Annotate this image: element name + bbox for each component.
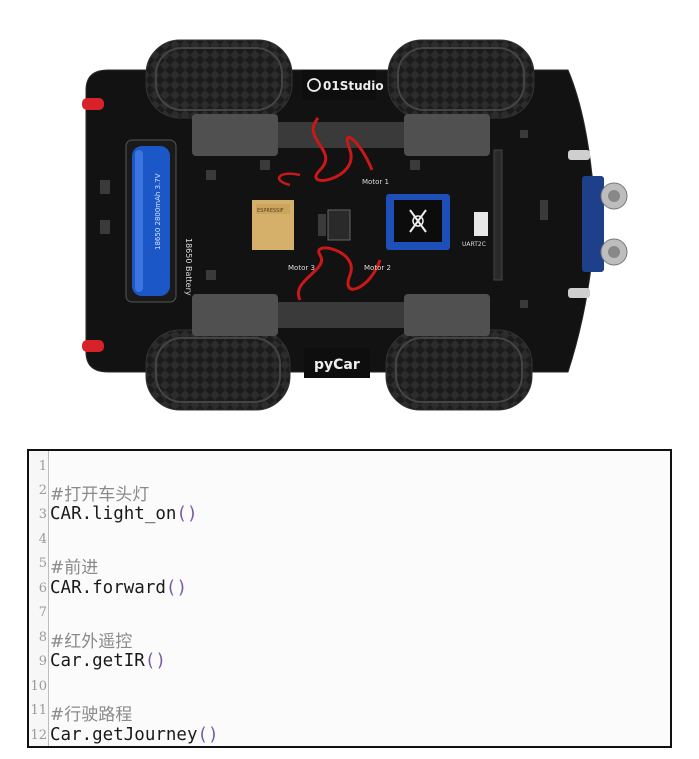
motor-rear-left <box>192 294 278 336</box>
motor-front-right <box>404 114 490 156</box>
line-number: 5 <box>38 556 47 571</box>
code-line-3: 3 CAR.light_on() <box>29 502 670 526</box>
code-comment: #行驶路程 <box>50 705 133 725</box>
code-statement: Car.getJourney() <box>50 725 219 745</box>
call-parens: () <box>197 725 219 745</box>
line-number-gutter <box>29 451 49 746</box>
call-parens: () <box>144 651 166 671</box>
code-line-5: 5 #前进 <box>29 551 670 578</box>
motor-front-left <box>192 114 278 156</box>
function-name: Car.getJourney <box>50 725 198 745</box>
line-number: 9 <box>38 654 47 669</box>
code-line-7: 7 <box>29 600 670 624</box>
code-line-8: 8 #红外遥控 <box>29 625 670 652</box>
ultrasonic-sensor <box>582 176 628 272</box>
tire-front-left <box>145 39 293 119</box>
line-number: 7 <box>38 605 47 620</box>
code-line-6: 6 CAR.forward() <box>29 576 670 600</box>
code-comment: #打开车头灯 <box>50 485 150 505</box>
code-line-11: 11 #行驶路程 <box>29 698 670 725</box>
function-name: Car.getIR <box>50 651 145 671</box>
robot-car-drawing: 18650 2800mAh 3.7V 18650 Battery ESPRESS… <box>82 39 628 411</box>
line-number: 2 <box>38 483 47 498</box>
led-top <box>82 98 104 110</box>
line-number: 10 <box>30 679 47 694</box>
product-label: pyCar <box>314 357 360 373</box>
motor-label-1: Motor 1 <box>362 178 389 186</box>
code-statement: Car.getIR() <box>50 651 166 671</box>
code-statement: CAR.light_on() <box>50 504 198 524</box>
call-parens: () <box>176 504 198 524</box>
call-parens: () <box>165 578 187 598</box>
robot-car-photo: 18650 2800mAh 3.7V 18650 Battery ESPRESS… <box>82 39 628 411</box>
tire-rear-left <box>145 329 291 411</box>
code-comment: #前进 <box>50 558 99 578</box>
code-statement: CAR.forward() <box>50 578 187 598</box>
led-bottom <box>82 340 104 352</box>
line-number: 3 <box>38 507 47 522</box>
line-number: 1 <box>38 459 47 474</box>
motor-label-3: Motor 3 <box>288 264 315 272</box>
red-wire-bottom <box>296 246 382 301</box>
code-listing: 1 2 #打开车头灯 3 CAR.light_on() 4 5 #前进 6 CA… <box>27 449 672 748</box>
line-number: 4 <box>38 532 47 547</box>
brand-logo-icon <box>307 78 321 92</box>
line-number: 8 <box>38 630 47 645</box>
code-line-10: 10 <box>29 674 670 698</box>
uart-label: UART2C <box>462 241 486 248</box>
line-number: 11 <box>30 703 47 718</box>
brand-label: 01Studio <box>323 79 384 93</box>
red-wire-top <box>311 117 374 182</box>
code-line-9: 9 Car.getIR() <box>29 649 670 673</box>
code-line-12: 12 Car.getJourney() <box>29 723 670 747</box>
function-name: CAR.light_on <box>50 504 177 524</box>
product-tab <box>304 348 370 378</box>
line-number: 6 <box>38 581 47 596</box>
battery-print: 18650 2800mAh 3.7V <box>154 173 162 250</box>
battery-label: 18650 Battery <box>184 238 193 296</box>
tire-rear-right <box>385 329 533 411</box>
tire-front-right <box>387 39 535 119</box>
brand-tab <box>302 70 376 100</box>
code-line-1: 1 <box>29 454 670 478</box>
code-line-2: 2 #打开车头灯 <box>29 478 670 505</box>
code-line-4: 4 <box>29 527 670 551</box>
motor-rear-right <box>404 294 490 336</box>
oled-display <box>386 194 450 250</box>
esp32-label: ESPRESSIF <box>257 208 284 214</box>
motor-label-2: Motor 2 <box>364 264 391 272</box>
function-name: CAR.forward <box>50 578 166 598</box>
line-number: 12 <box>30 728 47 743</box>
code-comment: #红外遥控 <box>50 632 133 652</box>
